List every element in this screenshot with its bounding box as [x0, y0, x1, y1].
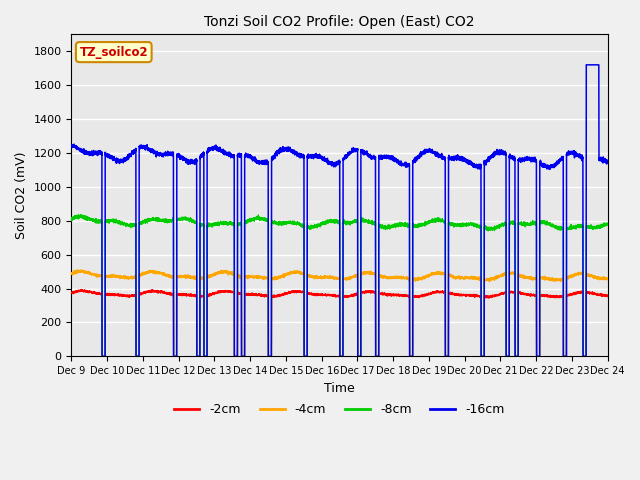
Title: Tonzi Soil CO2 Profile: Open (East) CO2: Tonzi Soil CO2 Profile: Open (East) CO2	[204, 15, 475, 29]
X-axis label: Time: Time	[324, 382, 355, 395]
Legend: -2cm, -4cm, -8cm, -16cm: -2cm, -4cm, -8cm, -16cm	[170, 398, 509, 421]
Y-axis label: Soil CO2 (mV): Soil CO2 (mV)	[15, 152, 28, 239]
Text: TZ_soilco2: TZ_soilco2	[79, 46, 148, 59]
